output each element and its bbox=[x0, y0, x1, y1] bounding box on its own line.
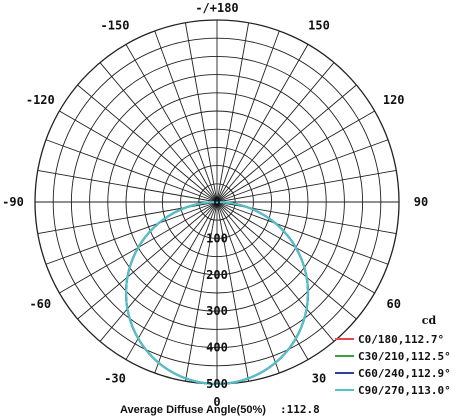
angle-label: -60 bbox=[29, 297, 51, 311]
grid-spoke bbox=[216, 139, 389, 203]
grid-spoke bbox=[184, 201, 218, 382]
grid-spoke bbox=[77, 84, 218, 203]
angle-label: 60 bbox=[386, 297, 400, 311]
footer-value: :112.8 bbox=[280, 403, 320, 416]
radial-tick-label: 400 bbox=[206, 341, 228, 355]
grid-spoke bbox=[45, 139, 218, 203]
grid-spoke bbox=[216, 62, 335, 203]
angle-label: -150 bbox=[101, 18, 130, 32]
grid-spoke bbox=[37, 169, 218, 203]
angle-labels: -/+180 150 -150 120 -120 90 -90 60 -60 30 -30 0 bbox=[2, 1, 428, 409]
grid-spoke bbox=[216, 201, 309, 360]
angle-label: 150 bbox=[308, 18, 330, 32]
grid-spoke bbox=[216, 22, 250, 203]
grid-spoke bbox=[216, 30, 280, 203]
radial-tick-label: 500 bbox=[206, 377, 228, 391]
radial-tick-label: 300 bbox=[206, 304, 228, 318]
radial-tick-label: 100 bbox=[206, 231, 228, 245]
grid-spoke bbox=[216, 169, 397, 203]
grid-spoke bbox=[99, 201, 218, 342]
radial-tick-label: 200 bbox=[206, 268, 228, 282]
intensity-curves bbox=[125, 201, 309, 386]
angle-label: -90 bbox=[2, 195, 24, 209]
grid-spoke bbox=[216, 201, 280, 374]
grid-spoke bbox=[184, 22, 218, 203]
unit-label: cd bbox=[422, 314, 437, 327]
grid-spoke bbox=[216, 201, 357, 320]
angle-label: -/+180 bbox=[195, 1, 238, 15]
angle-label: -30 bbox=[104, 372, 126, 386]
legend-entry: C0/180,112.7° bbox=[358, 333, 444, 346]
grid-spoke bbox=[125, 44, 218, 203]
grid-spoke bbox=[154, 201, 218, 374]
legend-entry: C30/210,112.5° bbox=[358, 350, 451, 363]
grid-spoke bbox=[216, 201, 335, 342]
legend-entry: C90/270,113.0° bbox=[358, 384, 451, 397]
radial-tick-labels: 0 100 200 300 400 500 bbox=[206, 195, 228, 391]
legend-entry: C60/240,112.9° bbox=[358, 367, 451, 380]
grid-spoke bbox=[45, 201, 218, 265]
angle-label: -120 bbox=[26, 93, 55, 107]
series-curve-3 bbox=[125, 201, 309, 386]
legend: C0/180,112.7° C30/210,112.5° C60/240,112.9… bbox=[335, 333, 451, 397]
angle-label: 0 bbox=[213, 395, 220, 409]
polar-grid bbox=[34, 19, 400, 385]
grid-spoke bbox=[216, 44, 309, 203]
grid-spoke bbox=[125, 201, 218, 360]
grid-spoke bbox=[216, 201, 389, 265]
angle-label: 30 bbox=[312, 372, 326, 386]
footer-label: Average Diffuse Angle(50%) bbox=[120, 404, 266, 416]
radial-tick-label: 0 bbox=[213, 195, 220, 209]
angle-label: 90 bbox=[414, 195, 428, 209]
grid-spoke bbox=[77, 201, 218, 320]
grid-spoke bbox=[154, 30, 218, 203]
angle-label: 120 bbox=[383, 93, 405, 107]
grid-spoke bbox=[216, 110, 375, 203]
grid-spoke bbox=[216, 84, 357, 203]
grid-spoke bbox=[59, 110, 218, 203]
grid-spoke bbox=[99, 62, 218, 203]
grid-spoke bbox=[216, 201, 250, 382]
